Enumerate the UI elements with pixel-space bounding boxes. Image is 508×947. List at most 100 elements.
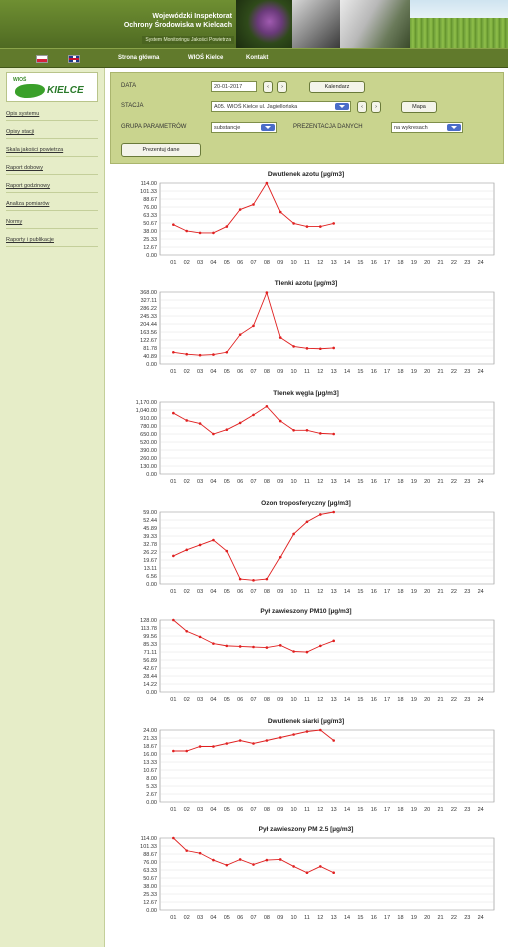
data-point[interactable] xyxy=(305,730,309,733)
english-flag-icon[interactable] xyxy=(68,55,80,63)
data-point[interactable] xyxy=(185,629,189,633)
data-point[interactable] xyxy=(212,231,215,235)
data-point[interactable] xyxy=(305,225,309,228)
parameter-group-select[interactable]: substancje xyxy=(211,122,277,133)
data-point[interactable] xyxy=(332,432,335,436)
data-point[interactable] xyxy=(198,353,202,357)
data-point[interactable] xyxy=(305,347,309,350)
nav-link-contact[interactable]: Kontakt xyxy=(246,55,269,61)
data-point[interactable] xyxy=(332,510,335,514)
data-point[interactable] xyxy=(212,642,215,645)
data-point[interactable] xyxy=(252,742,255,745)
header-logo[interactable]: Wojewódzki Inspektorat Ochrony Środowisk… xyxy=(0,0,236,48)
data-point[interactable] xyxy=(252,645,255,649)
data-point[interactable] xyxy=(319,347,322,351)
nav-link-home[interactable]: Strona główna xyxy=(118,55,160,61)
data-point[interactable] xyxy=(198,745,202,748)
sidebar-logo[interactable]: WIOŚ KIELCE xyxy=(6,72,98,102)
data-point[interactable] xyxy=(252,413,255,417)
polish-flag-icon[interactable] xyxy=(36,55,48,63)
data-point[interactable] xyxy=(332,871,335,875)
map-button[interactable]: Mapa xyxy=(401,101,437,113)
data-point[interactable] xyxy=(265,858,269,862)
data-point[interactable] xyxy=(198,231,202,235)
data-point[interactable] xyxy=(292,865,295,868)
calendar-button[interactable]: Kalendarz xyxy=(309,81,365,93)
data-point[interactable] xyxy=(319,865,322,868)
sidebar-item-hourly-report[interactable]: Raport godzinowy xyxy=(6,178,98,193)
data-point[interactable] xyxy=(225,350,229,354)
next-station-button[interactable]: › xyxy=(371,101,381,113)
data-point[interactable] xyxy=(319,225,322,228)
data-point[interactable] xyxy=(238,421,242,425)
data-point[interactable] xyxy=(185,849,189,852)
data-point[interactable] xyxy=(225,742,229,745)
data-point[interactable] xyxy=(185,229,189,233)
data-point[interactable] xyxy=(292,650,295,653)
data-point[interactable] xyxy=(319,728,322,732)
data-point[interactable] xyxy=(319,432,322,435)
data-point[interactable] xyxy=(252,324,255,328)
sidebar-item-daily-report[interactable]: Raport dobowy xyxy=(6,160,98,175)
station-select[interactable]: A05. WIOŚ Kielce ul. Jagiellońska xyxy=(211,101,351,112)
data-point[interactable] xyxy=(332,639,335,643)
sidebar-item-reports-publications[interactable]: Raporty i publikacje xyxy=(6,232,98,247)
data-point[interactable] xyxy=(292,532,295,536)
data-point[interactable] xyxy=(198,422,202,425)
data-point[interactable] xyxy=(332,739,335,742)
data-point[interactable] xyxy=(305,520,309,524)
sidebar-item-station-descriptions[interactable]: Opisy stacji xyxy=(6,124,98,139)
data-point[interactable] xyxy=(278,419,282,423)
data-point[interactable] xyxy=(185,548,189,552)
sidebar-item-air-quality-scale[interactable]: Skala jakości powietrza xyxy=(6,142,98,157)
data-point[interactable] xyxy=(265,405,269,408)
data-point[interactable] xyxy=(292,429,295,432)
data-point[interactable] xyxy=(172,836,175,840)
data-point[interactable] xyxy=(212,353,215,356)
data-point[interactable] xyxy=(172,350,175,354)
data-point[interactable] xyxy=(185,352,189,356)
sidebar-item-measurement-analysis[interactable]: Analiza pomiarów xyxy=(6,196,98,211)
data-point[interactable] xyxy=(238,739,242,742)
data-point[interactable] xyxy=(305,429,309,432)
data-point[interactable] xyxy=(225,863,229,867)
data-point[interactable] xyxy=(265,181,269,185)
data-point[interactable] xyxy=(225,549,229,553)
data-point[interactable] xyxy=(319,513,322,516)
data-point[interactable] xyxy=(292,222,295,225)
data-point[interactable] xyxy=(172,554,175,558)
data-point[interactable] xyxy=(278,858,282,861)
data-point[interactable] xyxy=(172,223,175,226)
data-point[interactable] xyxy=(198,635,202,639)
next-date-button[interactable]: › xyxy=(277,81,287,93)
data-point[interactable] xyxy=(332,222,335,225)
data-point[interactable] xyxy=(278,736,282,739)
data-point[interactable] xyxy=(278,210,282,214)
data-point[interactable] xyxy=(185,749,189,753)
data-point[interactable] xyxy=(212,858,215,862)
data-point[interactable] xyxy=(238,645,242,648)
data-point[interactable] xyxy=(319,644,322,648)
data-point[interactable] xyxy=(212,538,215,542)
data-point[interactable] xyxy=(265,646,269,649)
data-point[interactable] xyxy=(278,336,282,339)
data-point[interactable] xyxy=(292,733,295,736)
data-point[interactable] xyxy=(278,644,282,647)
data-point[interactable] xyxy=(225,644,229,648)
data-point[interactable] xyxy=(172,618,175,622)
data-point[interactable] xyxy=(265,739,269,742)
data-point[interactable] xyxy=(278,555,282,559)
data-point[interactable] xyxy=(252,863,255,866)
nav-link-wios[interactable]: WIOŚ Kielce xyxy=(188,55,224,61)
data-point[interactable] xyxy=(185,419,189,422)
data-point[interactable] xyxy=(252,579,255,582)
data-point[interactable] xyxy=(238,858,242,861)
data-point[interactable] xyxy=(305,650,309,654)
date-input[interactable]: 20-01-2017 xyxy=(211,81,257,92)
data-point[interactable] xyxy=(225,428,229,431)
data-point[interactable] xyxy=(305,871,309,875)
prev-date-button[interactable]: ‹ xyxy=(263,81,273,93)
data-point[interactable] xyxy=(198,543,202,547)
data-point[interactable] xyxy=(332,346,335,350)
present-data-button[interactable]: Prezentuj dane xyxy=(121,143,201,157)
